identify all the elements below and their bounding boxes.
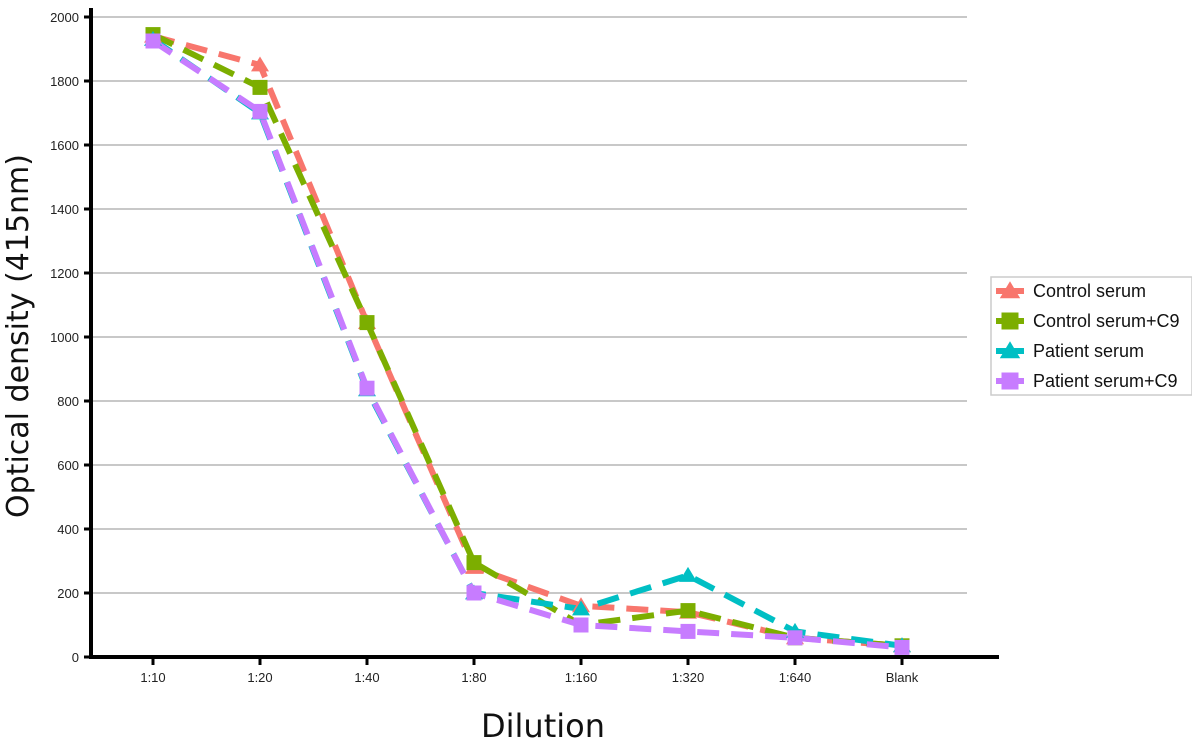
y-tick-label: 1800 bbox=[50, 74, 79, 89]
x-tick-label: Blank bbox=[886, 670, 919, 685]
data-point-patient-serum bbox=[572, 600, 590, 616]
series-markers bbox=[144, 27, 911, 655]
data-point-patient-serum-c9 bbox=[359, 380, 375, 396]
x-tick-label: 1:20 bbox=[247, 670, 272, 685]
data-point-patient-serum-c9 bbox=[466, 585, 482, 601]
series-lines bbox=[151, 31, 903, 651]
y-tick-label: 1600 bbox=[50, 138, 79, 153]
axes bbox=[89, 8, 999, 659]
data-point-patient-serum-c9 bbox=[252, 103, 268, 119]
x-tick-label: 1:10 bbox=[140, 670, 165, 685]
legend-label-control-serum: Control serum bbox=[1033, 281, 1146, 301]
x-tick-label: 1:40 bbox=[354, 670, 379, 685]
y-tick-label: 800 bbox=[57, 394, 79, 409]
data-point-control-serum-c9 bbox=[466, 555, 482, 571]
gridlines bbox=[91, 16, 967, 594]
data-point-control-serum bbox=[251, 56, 269, 72]
x-ticks: 1:10 1:20 1:40 1:80 1:160 1:320 1:640 Blank bbox=[140, 657, 919, 685]
series-line-control-serum-c9 bbox=[151, 31, 903, 649]
y-tick-label: 1000 bbox=[50, 330, 79, 345]
data-point-control-serum-c9 bbox=[359, 315, 375, 331]
y-tick-label: 400 bbox=[57, 522, 79, 537]
legend-label-patient-serum: Patient serum bbox=[1033, 341, 1144, 361]
x-tick-label: 1:80 bbox=[461, 670, 486, 685]
legend: Control serum Control serum+C9 Patient ser… bbox=[990, 276, 1192, 396]
y-tick-label: 600 bbox=[57, 458, 79, 473]
legend-label-control-serum-c9: Control serum+C9 bbox=[1033, 311, 1180, 331]
x-tick-label: 1:320 bbox=[672, 670, 705, 685]
data-point-patient-serum-c9 bbox=[787, 630, 803, 646]
data-point-patient-serum bbox=[679, 566, 697, 582]
legend-marker-control-serum bbox=[999, 281, 1021, 299]
legend-marker-control-serum-c9 bbox=[1001, 312, 1019, 330]
data-point-patient-serum-c9 bbox=[573, 617, 589, 633]
data-point-control-serum-c9 bbox=[680, 603, 696, 619]
legend-label-patient-serum-c9: Patient serum+C9 bbox=[1033, 371, 1178, 391]
legend-marker-patient-serum bbox=[999, 341, 1021, 359]
series-line-patient-serum-c9 bbox=[151, 38, 903, 651]
y-tick-label: 200 bbox=[57, 586, 79, 601]
y-axis-title: Optical density (415nm) bbox=[1, 154, 36, 518]
legend-box bbox=[990, 276, 1192, 396]
data-point-control-serum-c9 bbox=[252, 79, 268, 95]
data-point-patient-serum-c9 bbox=[894, 639, 910, 655]
y-tick-label: 2000 bbox=[50, 10, 79, 25]
y-tick-label: 0 bbox=[72, 650, 79, 665]
data-point-patient-serum-c9 bbox=[145, 33, 161, 49]
x-tick-label: 1:160 bbox=[565, 670, 598, 685]
y-ticks: 0 200 400 600 800 1000 1200 1400 1600 1800 2000 bbox=[50, 10, 91, 665]
legend-marker-patient-serum-c9 bbox=[1001, 372, 1019, 390]
y-tick-label: 1400 bbox=[50, 202, 79, 217]
x-tick-label: 1:640 bbox=[779, 670, 812, 685]
data-point-patient-serum-c9 bbox=[680, 623, 696, 639]
x-axis-title: Dilution bbox=[481, 707, 605, 745]
y-tick-label: 1200 bbox=[50, 266, 79, 281]
